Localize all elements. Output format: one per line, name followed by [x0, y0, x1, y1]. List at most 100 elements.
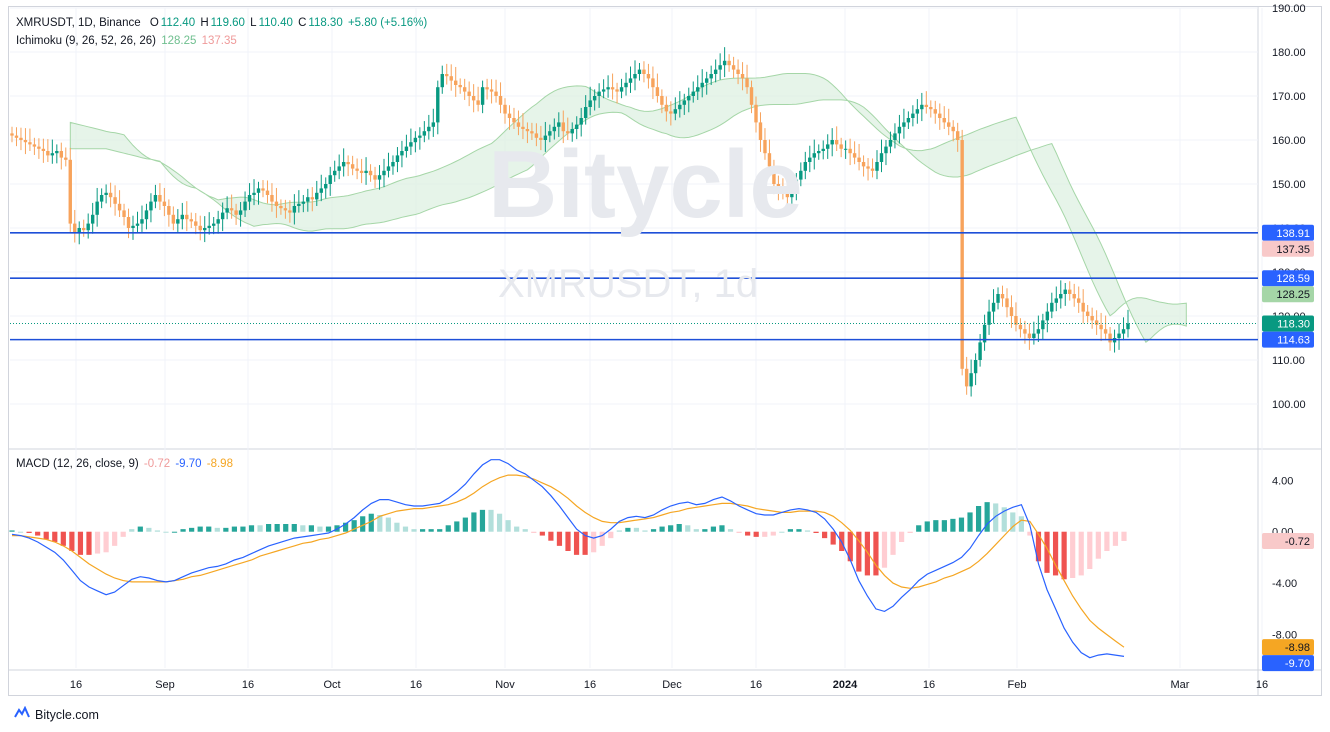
macd-histogram-bar [727, 529, 734, 532]
candle-body [660, 96, 664, 105]
candle-body [1027, 333, 1032, 338]
macd-histogram-bar [822, 531, 828, 539]
candle-body [713, 69, 718, 74]
candle-body [90, 214, 95, 224]
candle-body [548, 131, 552, 136]
candle-body [32, 144, 37, 147]
candle-body [996, 294, 1000, 303]
candle-body [673, 109, 678, 114]
candle-body [543, 135, 548, 140]
candle-body [485, 87, 489, 90]
candle-body [754, 104, 758, 123]
candle-body [525, 129, 530, 132]
price-tag-label: -9.70 [1285, 658, 1310, 670]
macd-histogram-bar [907, 531, 913, 533]
macd-signal-value: -8.98 [206, 458, 233, 470]
symbol-legend: XMRUSDT, 1D, Binance O 112.40 H 119.60 L 11… [16, 17, 429, 29]
candle-body [368, 170, 373, 176]
symbol-title[interactable]: XMRUSDT, 1D, Binance [16, 17, 141, 29]
candle-body [834, 140, 839, 145]
macd-histogram-bar [86, 531, 92, 555]
candle-body [982, 324, 987, 343]
price-tick-label: 110.00 [1272, 355, 1305, 367]
macd-histogram-bar [394, 522, 400, 532]
candle-body [767, 153, 772, 167]
candle-body [763, 140, 767, 154]
macd-histogram-bar [856, 531, 862, 572]
price-tag [1262, 315, 1314, 332]
macd-tick-label: -4.00 [1272, 578, 1297, 590]
macd-histogram-bar [693, 529, 699, 532]
candle-body [104, 192, 108, 195]
macd-histogram-bar [462, 517, 468, 532]
macd-legend[interactable]: MACD (12, 26, close, 9) -0.72 -9.70 -8.9… [16, 458, 235, 470]
candle-body [875, 162, 879, 171]
candle-body [920, 104, 924, 110]
candle-body [135, 223, 140, 226]
candle-body [413, 137, 418, 143]
macd-histogram-bar [1010, 512, 1016, 532]
macd-histogram-bar [77, 531, 84, 555]
candle-body [991, 302, 996, 312]
macd-histogram-bar [582, 531, 588, 555]
candle-body [619, 87, 624, 92]
candle-body [969, 373, 973, 387]
candle-body [597, 91, 601, 96]
candle-body [960, 140, 964, 369]
candle-body [489, 89, 494, 92]
macd-histogram-bar [941, 520, 947, 532]
candle-body [297, 203, 301, 206]
candle-body [583, 107, 588, 118]
candle-body [561, 122, 565, 132]
macd-histogram-bar [137, 526, 143, 532]
candle-body [350, 164, 355, 169]
candle-body [337, 166, 341, 171]
candle-body [153, 195, 158, 202]
macd-histogram-bar [240, 526, 246, 532]
price-tag [1262, 639, 1314, 656]
candle-body [99, 195, 104, 202]
low-label: L [250, 17, 257, 29]
candle-body [790, 188, 794, 198]
candle-body [471, 96, 476, 101]
macd-histogram-bar [804, 530, 811, 532]
candle-body [64, 157, 68, 160]
candle-body [462, 87, 467, 92]
candle-body [359, 170, 364, 173]
candle-body [628, 78, 633, 83]
candle-body [324, 184, 328, 189]
ichimoku-value-a: 128.25 [161, 35, 197, 47]
macd-histogram-bar [565, 531, 571, 551]
macd-histogram-bar [496, 513, 503, 532]
candle-body [274, 201, 279, 206]
ichimoku-cloud [69, 73, 1187, 343]
candle-body [158, 195, 162, 202]
candle-body [1059, 294, 1063, 299]
candle-body [1076, 298, 1081, 303]
macd-histogram-bar [112, 531, 118, 546]
time-tick-label: Mar [1171, 679, 1190, 691]
candle-body [252, 192, 256, 195]
candle-body [180, 214, 185, 220]
time-tick-label: 16 [584, 679, 596, 691]
macd-histogram-bar [659, 526, 665, 532]
candle-body [279, 206, 283, 209]
macd-hist-value: -0.72 [143, 458, 171, 470]
candle-body [879, 153, 884, 162]
macd-histogram-bar [1001, 507, 1007, 532]
macd-histogram-bar [60, 531, 66, 546]
price-tick-label: 150.00 [1272, 179, 1306, 191]
candle-body [552, 126, 557, 132]
ichimoku-legend[interactable]: Ichimoku (9, 26, 52, 26, 26) 128.25 137.… [16, 35, 239, 47]
candle-body [727, 60, 731, 66]
macd-histogram-bar [1121, 531, 1127, 541]
candle-body [1023, 329, 1027, 334]
macd-histogram-bar [368, 513, 374, 532]
candle-body [207, 225, 211, 228]
footer-brand[interactable]: Bitycle.com [35, 707, 99, 722]
candle-body [1005, 298, 1009, 308]
macd-histogram-bar [616, 530, 622, 532]
candle-body [400, 151, 404, 156]
macd-histogram-bar [787, 529, 793, 532]
